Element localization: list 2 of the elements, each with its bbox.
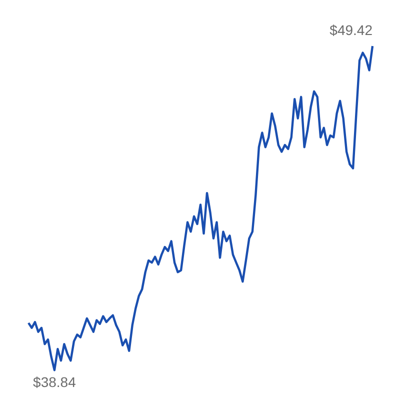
data-label: $49.42 <box>330 22 373 38</box>
data-label: $38.84 <box>33 374 76 390</box>
